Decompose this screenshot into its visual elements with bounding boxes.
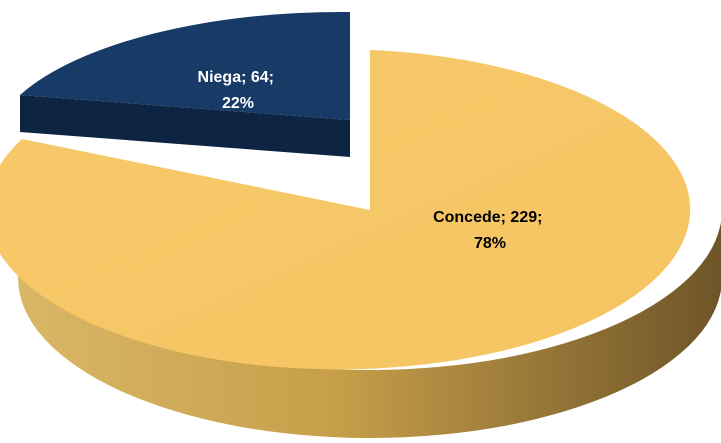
data-label-niega-line1: Niega; 64; [198,69,274,86]
slice-niega-top [20,11,350,121]
data-label-concede-line1: Concede; 229; [433,209,542,226]
data-label-niega: Niega; 64; 22% [198,69,279,112]
slice-concede-side [18,210,721,438]
slice-niega-side [20,95,350,157]
data-label-concede: Concede; 229; 78% [433,209,547,252]
slice-niega [20,11,350,157]
slice-concede-top [0,50,691,370]
data-label-niega-line2: 22% [222,95,254,112]
slice-concede [0,50,721,438]
data-label-concede-line2: 78% [474,235,506,252]
